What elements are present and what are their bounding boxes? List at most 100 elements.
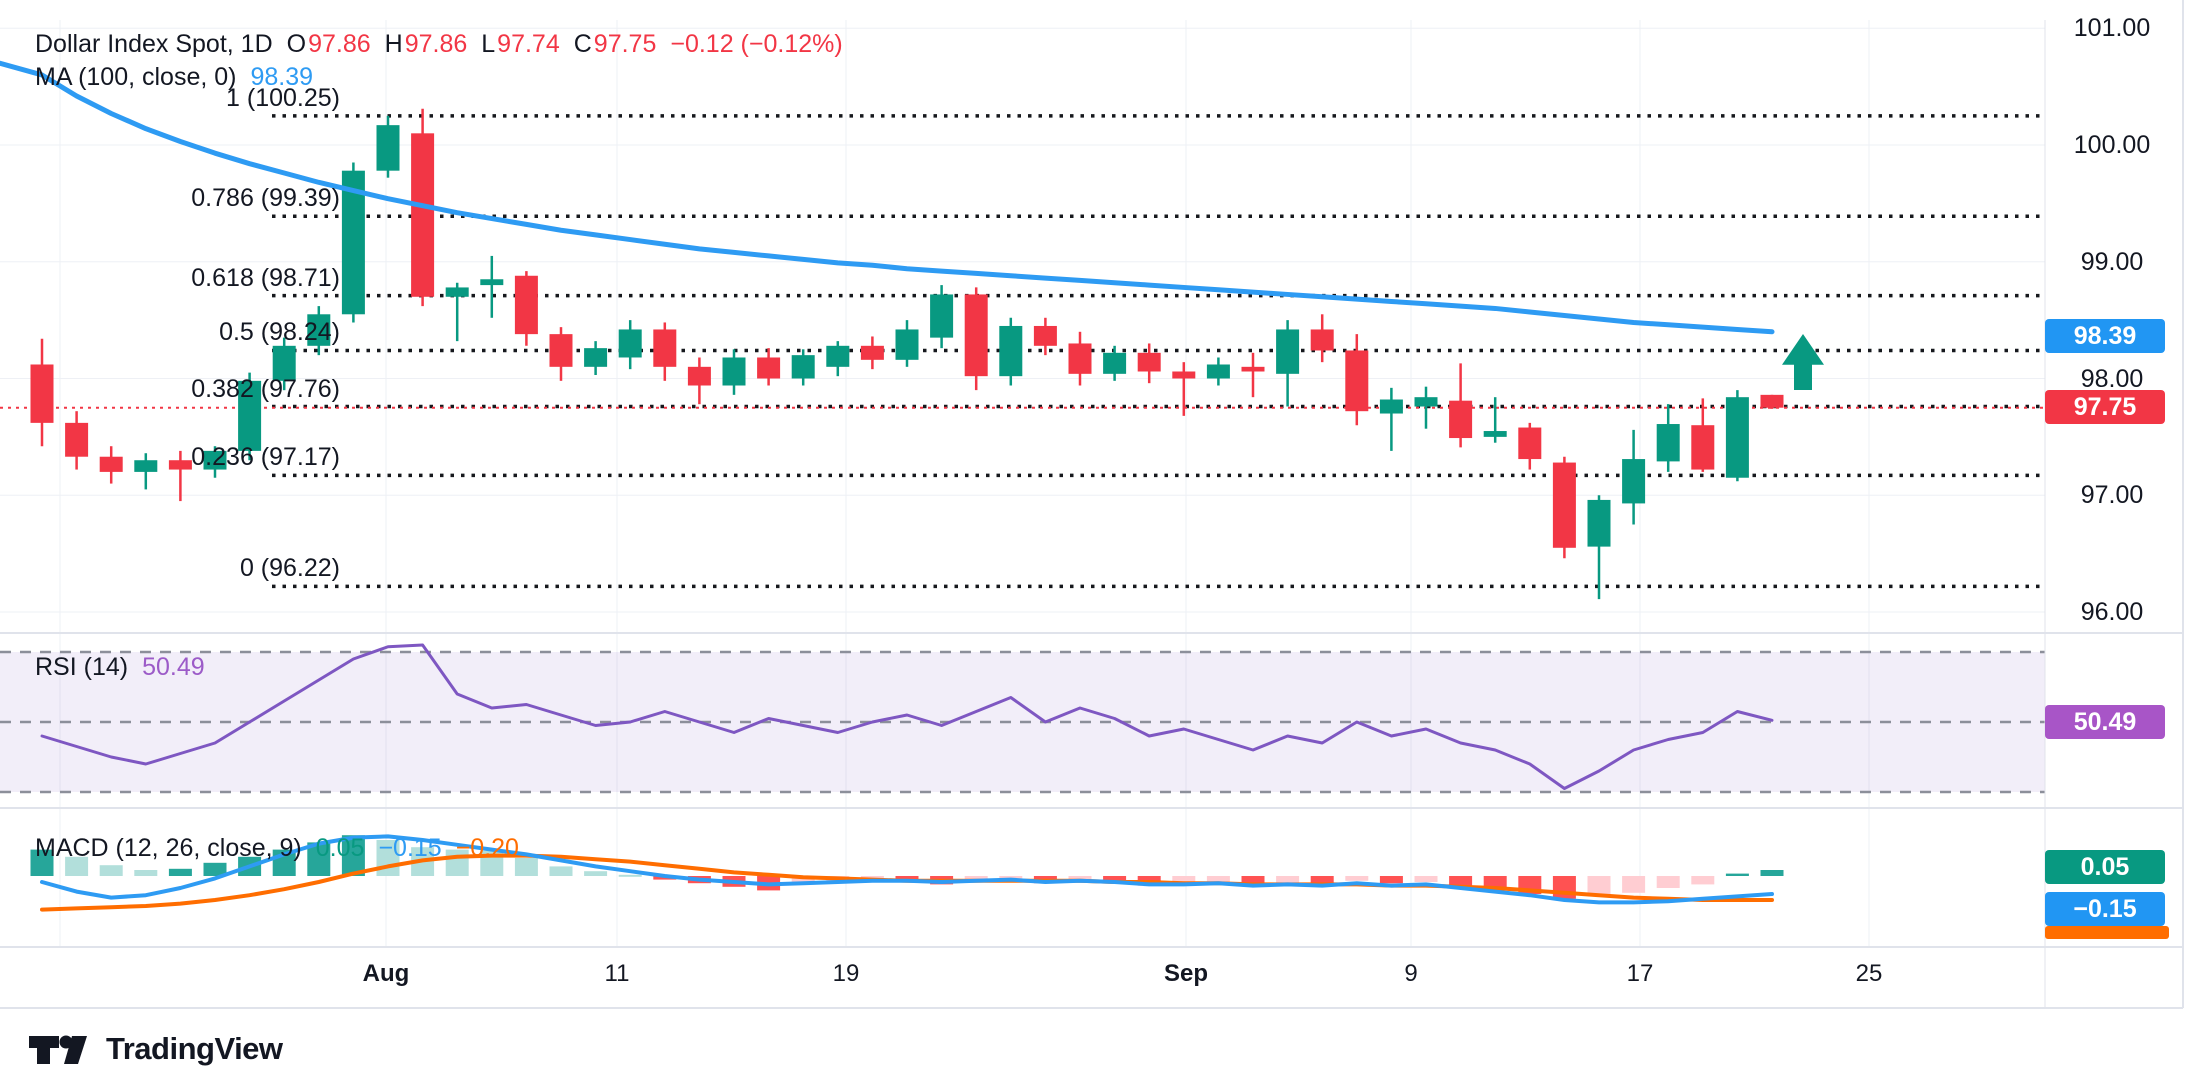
macd-histogram-bar [1414, 876, 1438, 882]
macd-line [40, 834, 1774, 905]
macd-histogram-bar [999, 876, 1023, 879]
time-axis-label: 25 [1855, 960, 1883, 987]
low-value: L 97.74 [481, 30, 560, 58]
macd-hist-value: 0.05 [315, 834, 365, 862]
candle-body [445, 287, 469, 297]
macd-histogram-bar [1206, 876, 1230, 882]
candle-body [1552, 462, 1576, 548]
candle-body [376, 125, 400, 171]
macd-histogram-bar [549, 866, 573, 876]
symbol-title: Dollar Index Spot, 1D [35, 30, 273, 58]
fib-level-label: 0.786 (99.39) [191, 184, 340, 213]
macd-histogram-bar [1552, 876, 1576, 899]
macd-histogram-bar [1760, 870, 1784, 876]
macd-legend: MACD (12, 26, close, 9) 0.05 −0.15 −0.20 [35, 834, 519, 863]
macd-histogram-bar [1725, 873, 1749, 876]
macd-histogram-bar [1310, 876, 1334, 885]
macd-histogram-bar [30, 849, 54, 876]
macd-histogram-bar [618, 874, 642, 877]
ma100-line [0, 60, 1775, 335]
ma-value-badge: 98.39 [2045, 319, 2165, 353]
candle-body [895, 329, 919, 360]
macd-histogram-bar [1379, 876, 1403, 884]
candle-body [826, 345, 850, 367]
candle-body [1760, 394, 1784, 408]
candle-body [1241, 366, 1265, 372]
candle-body [341, 170, 365, 315]
candle-body [1345, 350, 1369, 412]
candle-body [99, 456, 123, 472]
candle-body [584, 348, 608, 367]
candle-body [549, 334, 573, 367]
candle-body [618, 329, 642, 358]
last-price-badge: 97.75 [2045, 390, 2165, 424]
candle-body [722, 357, 746, 386]
macd-histogram-bar [584, 871, 608, 876]
open-value: O 97.86 [286, 30, 371, 58]
macd-histogram-bar [168, 868, 192, 876]
macd-histogram-bar [1587, 876, 1611, 896]
candle-body [964, 294, 988, 377]
macd-histogram-bar [341, 835, 365, 876]
candle-body [1172, 371, 1196, 379]
candle-body [653, 329, 677, 367]
candle-body [1622, 459, 1646, 504]
symbol-legend: Dollar Index Spot, 1D O 97.86 H 97.86 L 97.… [35, 30, 843, 59]
candle-body [1276, 329, 1300, 374]
candle-body [1656, 424, 1680, 462]
candle-body [1483, 431, 1507, 437]
price-axis-label: 98.00 [2080, 364, 2144, 393]
time-axis-label: 19 [832, 960, 860, 987]
time-axis-label: 11 [604, 960, 630, 987]
up-arrow-marker [1782, 334, 1824, 390]
fib-level-label: 0.5 (98.24) [219, 318, 340, 347]
time-axis-label: Sep [1163, 960, 1208, 987]
price-axis-label: 101.00 [2073, 14, 2151, 43]
candle-body [1206, 364, 1230, 379]
price-axis-label: 100.00 [2073, 131, 2151, 159]
rsi-legend-label: RSI (14) [35, 653, 129, 681]
candle-body [203, 450, 227, 470]
candle-body [1414, 397, 1438, 407]
macd-line-badge: −0.15 [2045, 892, 2165, 926]
macd-histogram-bar [1691, 876, 1715, 885]
candle-body [1068, 343, 1092, 374]
price-axis-label: 99.00 [2080, 247, 2144, 276]
candle-body [791, 355, 815, 379]
rsi-value-badge: 50.49 [2045, 705, 2165, 739]
macd-hist-badge: 0.05 [2045, 850, 2165, 884]
close-value: C 97.75 [573, 30, 657, 58]
macd-histogram-bar [791, 876, 815, 885]
ma-legend-value: 98.39 [250, 63, 314, 91]
candle-body [30, 364, 54, 423]
macd-histogram-bar [1345, 876, 1369, 881]
candle-body [999, 325, 1023, 377]
macd-signal-value: −0.20 [455, 834, 519, 862]
candle-body [1379, 399, 1403, 414]
candle-body [1310, 329, 1334, 351]
tradingview-logo-text: TradingView [106, 1031, 283, 1066]
fib-level-label: 1 (100.25) [226, 83, 340, 112]
time-axis-label: 17 [1626, 960, 1654, 987]
macd-histogram-bar [307, 842, 331, 876]
candle-body [1518, 427, 1542, 460]
rsi-legend: RSI (14) 50.49 [35, 653, 205, 682]
price-axis-label: 96.00 [2080, 598, 2144, 626]
candle-body [687, 366, 711, 386]
rsi-line [40, 643, 1774, 790]
macd-histogram-bar [1449, 876, 1473, 887]
high-value: H 97.86 [384, 30, 468, 58]
candle-body [1033, 325, 1057, 346]
tradingview-logo-icon [29, 1035, 87, 1064]
candle-body [480, 279, 504, 286]
tradingview-logo[interactable]: TradingView [28, 1030, 283, 1068]
fib-level-label: 0.236 (97.17) [191, 443, 340, 472]
fib-level-label: 0.382 (97.76) [191, 374, 340, 403]
macd-histogram-bar [1172, 876, 1196, 884]
macd-legend-label: MACD (12, 26, close, 9) [35, 834, 302, 862]
candle-body [1691, 425, 1715, 470]
candle-body [514, 275, 538, 335]
candle-body [238, 380, 262, 451]
macd-histogram-bar [1656, 876, 1680, 888]
